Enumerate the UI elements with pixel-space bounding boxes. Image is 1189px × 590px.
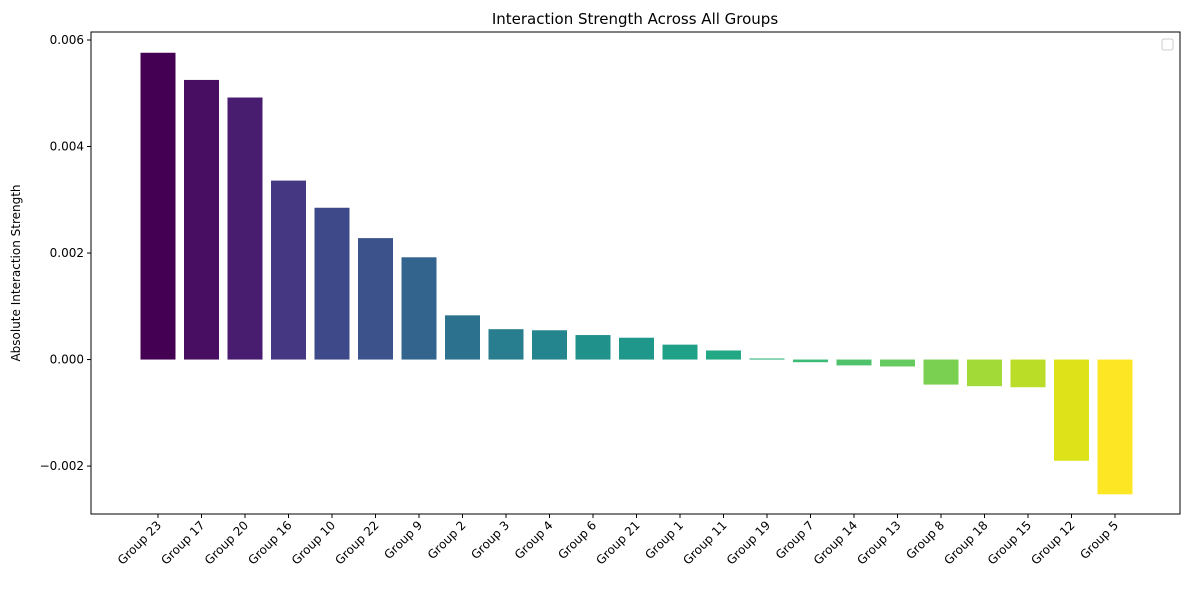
x-tick-label: Group 11 [680, 518, 729, 567]
bar [1054, 359, 1089, 461]
x-tick-label: Group 6 [555, 518, 599, 562]
x-tick-label: Group 5 [1077, 518, 1121, 562]
bar [184, 79, 219, 360]
y-tick-label: 0.006 [50, 33, 84, 47]
bar [140, 52, 176, 360]
bar [619, 337, 654, 360]
x-tick-label: Group 23 [115, 518, 164, 567]
bar [532, 330, 567, 360]
bar [836, 359, 872, 366]
bar [1097, 359, 1133, 495]
bar [1010, 359, 1046, 388]
bar [880, 359, 915, 367]
y-tick-label: 0.002 [50, 246, 84, 260]
bar [227, 97, 263, 360]
bar [793, 359, 828, 363]
y-tick-label: 0.000 [50, 353, 84, 367]
x-tick-label: Group 21 [593, 518, 642, 567]
x-tick-label: Group 16 [245, 518, 294, 567]
bar [706, 350, 741, 360]
y-ticks-group: −0.002 0.000 0.002 0.004 0.006 [40, 33, 91, 473]
x-tick-label: Group 22 [332, 518, 381, 567]
bar [488, 329, 524, 360]
y-axis-label: Absolute Interaction Strength [9, 184, 23, 361]
x-tick-label: Group 7 [773, 518, 817, 562]
y-tick-label: −0.002 [40, 459, 84, 473]
x-tick-label: Group 8 [903, 518, 947, 562]
x-tick-label: Group 4 [512, 518, 556, 562]
bar [401, 257, 437, 360]
x-tick-label: Group 14 [811, 518, 860, 567]
legend-box [1161, 38, 1174, 51]
x-tick-label: Group 13 [854, 518, 903, 567]
bar [967, 359, 1002, 387]
bar [314, 207, 350, 360]
x-tick-label: Group 20 [202, 518, 251, 567]
x-tick-label: Group 12 [1028, 518, 1077, 567]
bar [271, 180, 306, 360]
bar [445, 315, 480, 360]
y-tick-label: 0.004 [50, 140, 84, 154]
x-tick-label: Group 1 [642, 518, 686, 562]
bar [662, 344, 698, 360]
x-tick-label: Group 2 [425, 518, 469, 562]
plot-frame [90, 31, 1181, 515]
bar [575, 335, 611, 360]
bar [358, 238, 393, 360]
x-tick-label: Group 3 [468, 518, 512, 562]
x-tick-label: Group 15 [985, 518, 1034, 567]
bars-group [140, 52, 1133, 495]
x-tick-label: Group 10 [289, 518, 338, 567]
x-tick-label: Group 17 [158, 518, 207, 567]
bar [749, 358, 785, 360]
x-tick-label: Group 19 [724, 518, 773, 567]
bar [923, 359, 959, 385]
x-tick-label: Group 9 [381, 518, 425, 562]
chart-title: Interaction Strength Across All Groups [492, 10, 778, 28]
x-tick-label: Group 18 [941, 518, 990, 567]
